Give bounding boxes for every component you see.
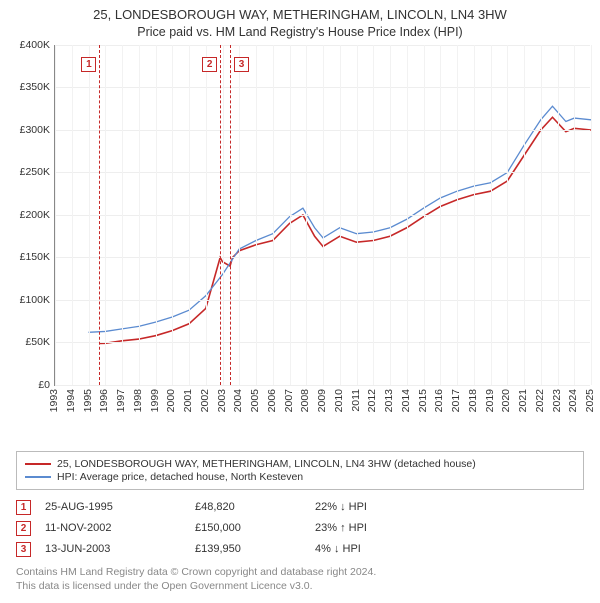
legend: 25, LONDESBOROUGH WAY, METHERINGHAM, LIN… [16, 451, 584, 490]
marker-vline [99, 45, 100, 385]
x-tick-label: 2005 [249, 389, 261, 412]
x-tick-label: 1994 [65, 389, 77, 412]
x-tick-label: 2021 [517, 389, 529, 412]
plot-area: 1 2 3 [54, 45, 590, 386]
footer-line: This data is licensed under the Open Gov… [16, 579, 584, 593]
x-tick-label: 2016 [433, 389, 445, 412]
x-tick-label: 2022 [534, 389, 546, 412]
y-tick-label: £300K [20, 124, 50, 136]
price-chart: £0£50K£100K£150K£200K£250K£300K£350K£400… [10, 45, 590, 415]
marker-badge: 1 [81, 57, 96, 72]
tx-price: £48,820 [195, 501, 315, 513]
x-tick-label: 2007 [283, 389, 295, 412]
table-row: 2 11-NOV-2002 £150,000 23% ↑ HPI [16, 521, 584, 536]
legend-label: HPI: Average price, detached house, Nort… [57, 471, 303, 483]
x-tick-label: 2010 [333, 389, 345, 412]
x-axis: 1993199419951996199719981999200020012002… [54, 385, 590, 415]
legend-swatch [25, 476, 51, 478]
x-tick-label: 2004 [232, 389, 244, 412]
y-tick-label: £50K [25, 336, 50, 348]
y-tick-label: £400K [20, 39, 50, 51]
table-row: 3 13-JUN-2003 £139,950 4% ↓ HPI [16, 542, 584, 557]
marker-badge: 1 [16, 500, 31, 515]
x-tick-label: 2013 [383, 389, 395, 412]
x-tick-label: 2019 [484, 389, 496, 412]
footer: Contains HM Land Registry data © Crown c… [16, 565, 584, 593]
x-tick-label: 2015 [417, 389, 429, 412]
tx-date: 25-AUG-1995 [45, 501, 195, 513]
x-tick-label: 1997 [115, 389, 127, 412]
marker-badge: 2 [202, 57, 217, 72]
y-tick-label: £250K [20, 166, 50, 178]
tx-delta: 4% ↓ HPI [315, 543, 435, 555]
tx-price: £150,000 [195, 522, 315, 534]
y-axis: £0£50K£100K£150K£200K£250K£300K£350K£400… [10, 45, 54, 385]
legend-item: 25, LONDESBOROUGH WAY, METHERINGHAM, LIN… [25, 458, 575, 470]
page-title: 25, LONDESBOROUGH WAY, METHERINGHAM, LIN… [10, 6, 590, 24]
page-subtitle: Price paid vs. HM Land Registry's House … [10, 25, 590, 39]
x-tick-label: 2017 [450, 389, 462, 412]
legend-label: 25, LONDESBOROUGH WAY, METHERINGHAM, LIN… [57, 458, 476, 470]
y-tick-label: £350K [20, 81, 50, 93]
y-tick-label: £200K [20, 209, 50, 221]
x-tick-label: 2009 [316, 389, 328, 412]
marker-badge: 3 [234, 57, 249, 72]
x-tick-label: 1995 [82, 389, 94, 412]
tx-delta: 22% ↓ HPI [315, 501, 435, 513]
y-tick-label: £100K [20, 294, 50, 306]
marker-badge: 2 [16, 521, 31, 536]
tx-date: 13-JUN-2003 [45, 543, 195, 555]
footer-line: Contains HM Land Registry data © Crown c… [16, 565, 584, 579]
x-tick-label: 2025 [584, 389, 596, 412]
legend-swatch [25, 463, 51, 465]
x-tick-label: 2003 [216, 389, 228, 412]
tx-price: £139,950 [195, 543, 315, 555]
x-tick-label: 1999 [149, 389, 161, 412]
transactions-table: 1 25-AUG-1995 £48,820 22% ↓ HPI 2 11-NOV… [16, 500, 584, 557]
x-tick-label: 2012 [366, 389, 378, 412]
y-tick-label: £150K [20, 251, 50, 263]
x-tick-label: 2000 [165, 389, 177, 412]
table-row: 1 25-AUG-1995 £48,820 22% ↓ HPI [16, 500, 584, 515]
x-tick-label: 2018 [467, 389, 479, 412]
x-tick-label: 2008 [299, 389, 311, 412]
tx-delta: 23% ↑ HPI [315, 522, 435, 534]
legend-item: HPI: Average price, detached house, Nort… [25, 471, 575, 483]
x-tick-label: 2002 [199, 389, 211, 412]
tx-date: 11-NOV-2002 [45, 522, 195, 534]
x-tick-label: 2014 [400, 389, 412, 412]
x-tick-label: 1993 [48, 389, 60, 412]
marker-badge: 3 [16, 542, 31, 557]
x-tick-label: 2020 [500, 389, 512, 412]
marker-vline [230, 45, 231, 385]
x-tick-label: 2024 [567, 389, 579, 412]
x-tick-label: 1996 [98, 389, 110, 412]
x-tick-label: 2023 [551, 389, 563, 412]
x-tick-label: 2001 [182, 389, 194, 412]
x-tick-label: 1998 [132, 389, 144, 412]
x-tick-label: 2011 [350, 389, 362, 412]
x-tick-label: 2006 [266, 389, 278, 412]
marker-vline [220, 45, 221, 385]
